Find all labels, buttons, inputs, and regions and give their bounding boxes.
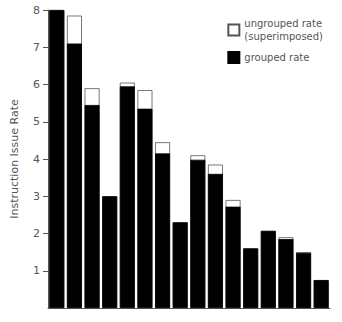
svg-text:1: 1 [33, 264, 40, 277]
svg-text:ungrouped rate: ungrouped rate [244, 18, 322, 29]
svg-text:6: 6 [33, 78, 40, 91]
svg-text:8: 8 [33, 4, 40, 17]
svg-text:7: 7 [33, 41, 40, 54]
svg-text:3: 3 [33, 190, 40, 203]
svg-text:4: 4 [33, 153, 40, 166]
svg-text:2: 2 [33, 227, 40, 240]
svg-text:grouped rate: grouped rate [244, 52, 309, 63]
svg-text:(superimposed): (superimposed) [244, 31, 323, 42]
svg-text:5: 5 [33, 115, 40, 128]
svg-text:Instruction Issue Rate: Instruction Issue Rate [8, 99, 21, 219]
